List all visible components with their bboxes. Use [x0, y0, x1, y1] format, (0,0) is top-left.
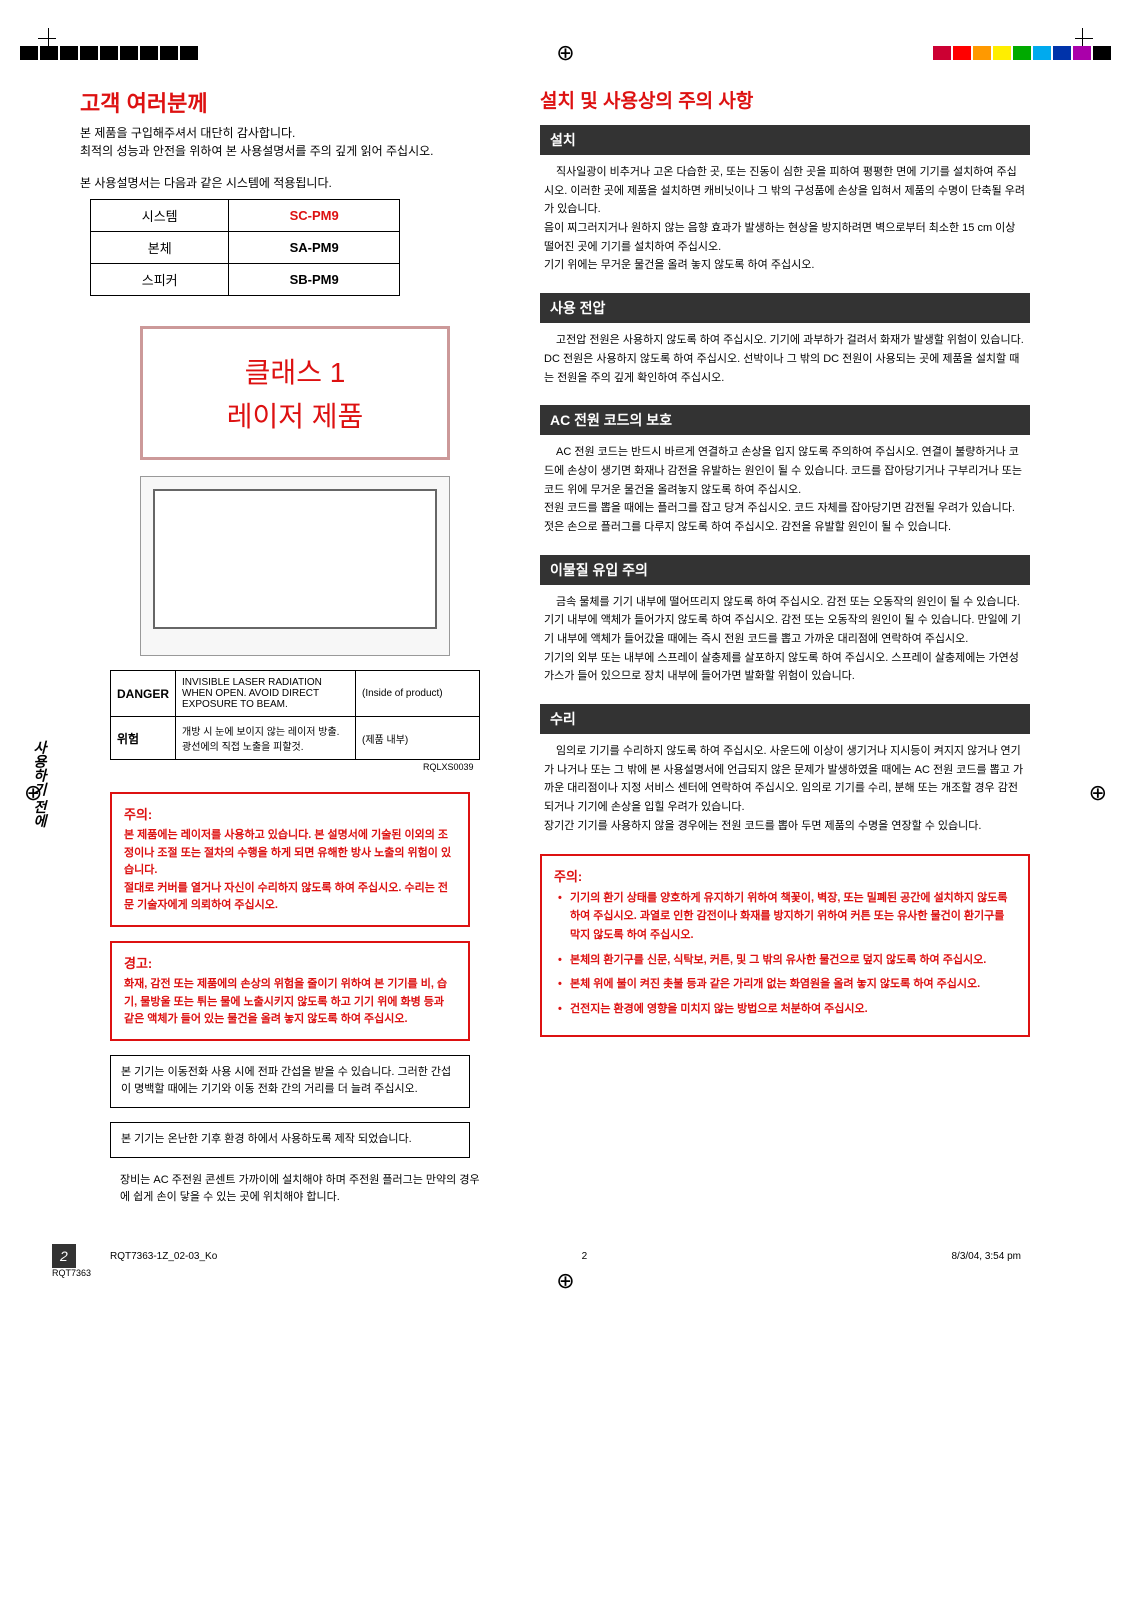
caution-item: 건전지는 환경에 영향을 미치지 않는 방법으로 처분하여 주십시오. [558, 1000, 1016, 1019]
applies-text: 본 사용설명서는 다음과 같은 시스템에 적용됩니다. [80, 174, 510, 191]
section-foreign-head: 이물질 유입 주의 [540, 555, 1030, 585]
section-voltage-body: 고전압 전원은 사용하지 않도록 하여 주십시오. 기기에 과부하가 걸려서 화… [540, 331, 1030, 387]
section-accord-head: AC 전원 코드의 보호 [540, 405, 1030, 435]
caution-item: 본체 위에 불이 켜진 촛불 등과 같은 가리개 없는 화염원을 올려 놓지 않… [558, 975, 1016, 994]
section-repair-head: 수리 [540, 704, 1030, 734]
ac-outlet-note: 장비는 AC 주전원 콘센트 가까이에 설치해야 하며 주전원 플러그는 만약의… [120, 1172, 480, 1207]
intro-text: 본 제품을 구입해주셔서 대단히 감사합니다. 최적의 성능과 안전을 위하여 … [80, 124, 510, 160]
laser-class-box: 클래스 1 레이저 제품 [140, 326, 450, 460]
footer-center: 2 [582, 1251, 588, 1262]
caution-item: 본체의 환기구를 신문, 식탁보, 커튼, 및 그 밖의 유사한 물건으로 덮지… [558, 951, 1016, 970]
registration-mark: ⊕ [556, 40, 574, 66]
footer-left: RQT7363-1Z_02-03_Ko [110, 1251, 217, 1262]
product-diagram [140, 476, 450, 656]
side-reg-mark-left: ⊕ [24, 780, 42, 806]
warning-fire-box: 경고: 화재, 감전 또는 제품에의 손상의 위험을 줄이기 위하여 본 기기를… [110, 941, 470, 1041]
mobile-interference-notice: 본 기기는 이동전화 사용 시에 전파 간섭을 받을 수 있습니다. 그러한 간… [110, 1055, 470, 1108]
page-number: 2 RQT7363 [52, 1244, 91, 1278]
section-install-body: 직사일광이 비추거나 고온 다습한 곳, 또는 진동이 심한 곳을 피하여 평평… [540, 163, 1030, 275]
danger-label-table: DANGER INVISIBLE LASER RADIATION WHEN OP… [110, 670, 480, 778]
footer: RQT7363-1Z_02-03_Ko 2 8/3/04, 3:54 pm [20, 1211, 1111, 1262]
top-print-marks: ⊕ [20, 40, 1111, 66]
caution-laser-box: 주의: 본 제품에는 레이저를 사용하고 있습니다. 본 설명서에 기술된 이외… [110, 792, 470, 927]
bottom-reg-mark: ⊕ [556, 1268, 574, 1293]
system-table: 시스템SC-PM9 본체SA-PM9 스피커SB-PM9 [90, 199, 400, 296]
section-foreign-body: 금속 물체를 기기 내부에 떨어뜨리지 않도록 하여 주십시오. 감전 또는 오… [540, 593, 1030, 686]
footer-right: 8/3/04, 3:54 pm [951, 1251, 1021, 1262]
section-voltage-head: 사용 전압 [540, 293, 1030, 323]
right-title: 설치 및 사용상의 주의 사항 [540, 86, 1030, 113]
caution-item: 기기의 환기 상태를 양호하게 유지하기 위하여 책꽃이, 벽장, 또는 밀폐된… [558, 889, 1016, 945]
side-reg-mark-right: ⊕ [1089, 780, 1107, 806]
customer-title: 고객 여러분께 [80, 86, 510, 118]
climate-notice: 본 기기는 온난한 기후 환경 하에서 사용하도록 제작 되었습니다. [110, 1122, 470, 1158]
bottom-caution-box: 주의: 기기의 환기 상태를 양호하게 유지하기 위하여 책꽃이, 벽장, 또는… [540, 854, 1030, 1037]
section-repair-body: 임의로 기기를 수리하지 않도록 하여 주십시오. 사운드에 이상이 생기거나 … [540, 742, 1030, 835]
section-install-head: 설치 [540, 125, 1030, 155]
section-accord-body: AC 전원 코드는 반드시 바르게 연결하고 손상을 입지 않도록 주의하여 주… [540, 443, 1030, 536]
